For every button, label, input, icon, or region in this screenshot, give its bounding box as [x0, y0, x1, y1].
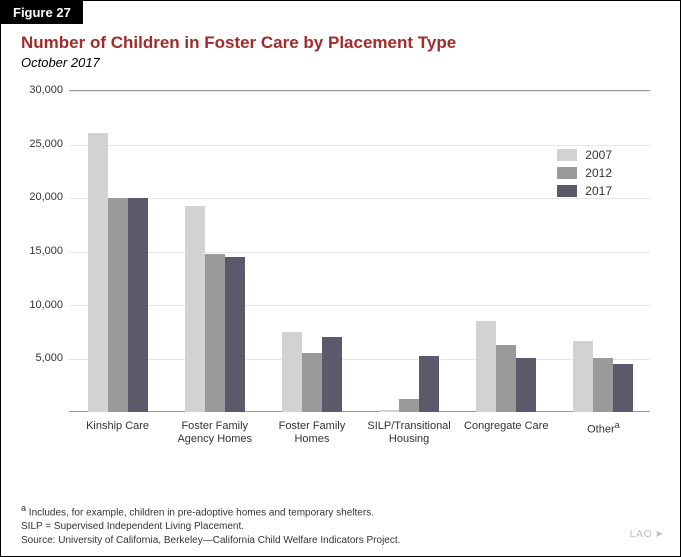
legend-item: 2012 [557, 166, 612, 180]
chart-header: Number of Children in Foster Care by Pla… [1, 1, 680, 76]
legend-swatch [557, 149, 577, 161]
bar [282, 332, 302, 413]
bar-group [361, 356, 458, 412]
y-tick-label: 5,000 [35, 352, 63, 364]
legend: 2007 2012 2017 [557, 148, 612, 198]
bar [476, 321, 496, 412]
legend-item: 2007 [557, 148, 612, 162]
bar [496, 345, 516, 412]
plot-area [69, 90, 650, 412]
footnotes: a Includes, for example, children in pre… [21, 502, 660, 548]
x-tick-label: Congregate Care [458, 420, 555, 433]
legend-label: 2007 [585, 148, 612, 162]
x-tick-label: Foster FamilyHomes [263, 420, 360, 446]
bar [108, 198, 128, 412]
x-tick-label: Foster FamilyAgency Homes [166, 420, 263, 446]
x-tick-label: SILP/TransitionalHousing [361, 420, 458, 446]
chart-area: 5,00010,00015,00020,00025,00030,000 Kins… [21, 90, 660, 460]
bar [205, 254, 225, 412]
bar [185, 206, 205, 412]
chart-subtitle: October 2017 [21, 55, 660, 70]
bar [516, 358, 536, 412]
bar [322, 337, 342, 412]
bar-group [166, 206, 263, 412]
figure-container: Figure 27 Number of Children in Foster C… [0, 0, 681, 557]
bar [379, 410, 399, 412]
bar [225, 257, 245, 412]
legend-item: 2017 [557, 184, 612, 198]
legend-label: 2012 [585, 166, 612, 180]
bar-group [458, 321, 555, 412]
y-tick-label: 10,000 [29, 299, 63, 311]
x-tick-label: Othera [555, 420, 652, 437]
y-tick-label: 30,000 [29, 84, 63, 96]
arrow-icon: ➤ [655, 529, 664, 540]
bar [593, 358, 613, 412]
x-axis-labels: Kinship CareFoster FamilyAgency HomesFos… [69, 416, 650, 460]
bar [419, 356, 439, 412]
bar [128, 198, 148, 412]
bar [399, 399, 419, 412]
y-tick-label: 25,000 [29, 138, 63, 150]
legend-swatch [557, 185, 577, 197]
bar-group [263, 332, 360, 413]
y-tick-label: 20,000 [29, 191, 63, 203]
bar [88, 133, 108, 412]
footnote-silp: SILP = Supervised Independent Living Pla… [21, 520, 660, 534]
grid-line [69, 91, 650, 92]
bar-group [69, 133, 166, 412]
footnote-a: a Includes, for example, children in pre… [21, 502, 660, 520]
legend-label: 2017 [585, 184, 612, 198]
footnote-source: Source: University of California, Berkel… [21, 534, 660, 548]
chart-title: Number of Children in Foster Care by Pla… [21, 33, 660, 53]
bar-group [555, 341, 652, 412]
y-axis-ticks: 5,00010,00015,00020,00025,00030,000 [21, 90, 67, 412]
bar [302, 353, 322, 412]
x-tick-label: Kinship Care [69, 420, 166, 433]
bar [573, 341, 593, 412]
figure-tag: Figure 27 [1, 1, 83, 24]
watermark: LAO➤ [630, 529, 664, 540]
y-tick-label: 15,000 [29, 245, 63, 257]
bar [613, 364, 633, 412]
legend-swatch [557, 167, 577, 179]
